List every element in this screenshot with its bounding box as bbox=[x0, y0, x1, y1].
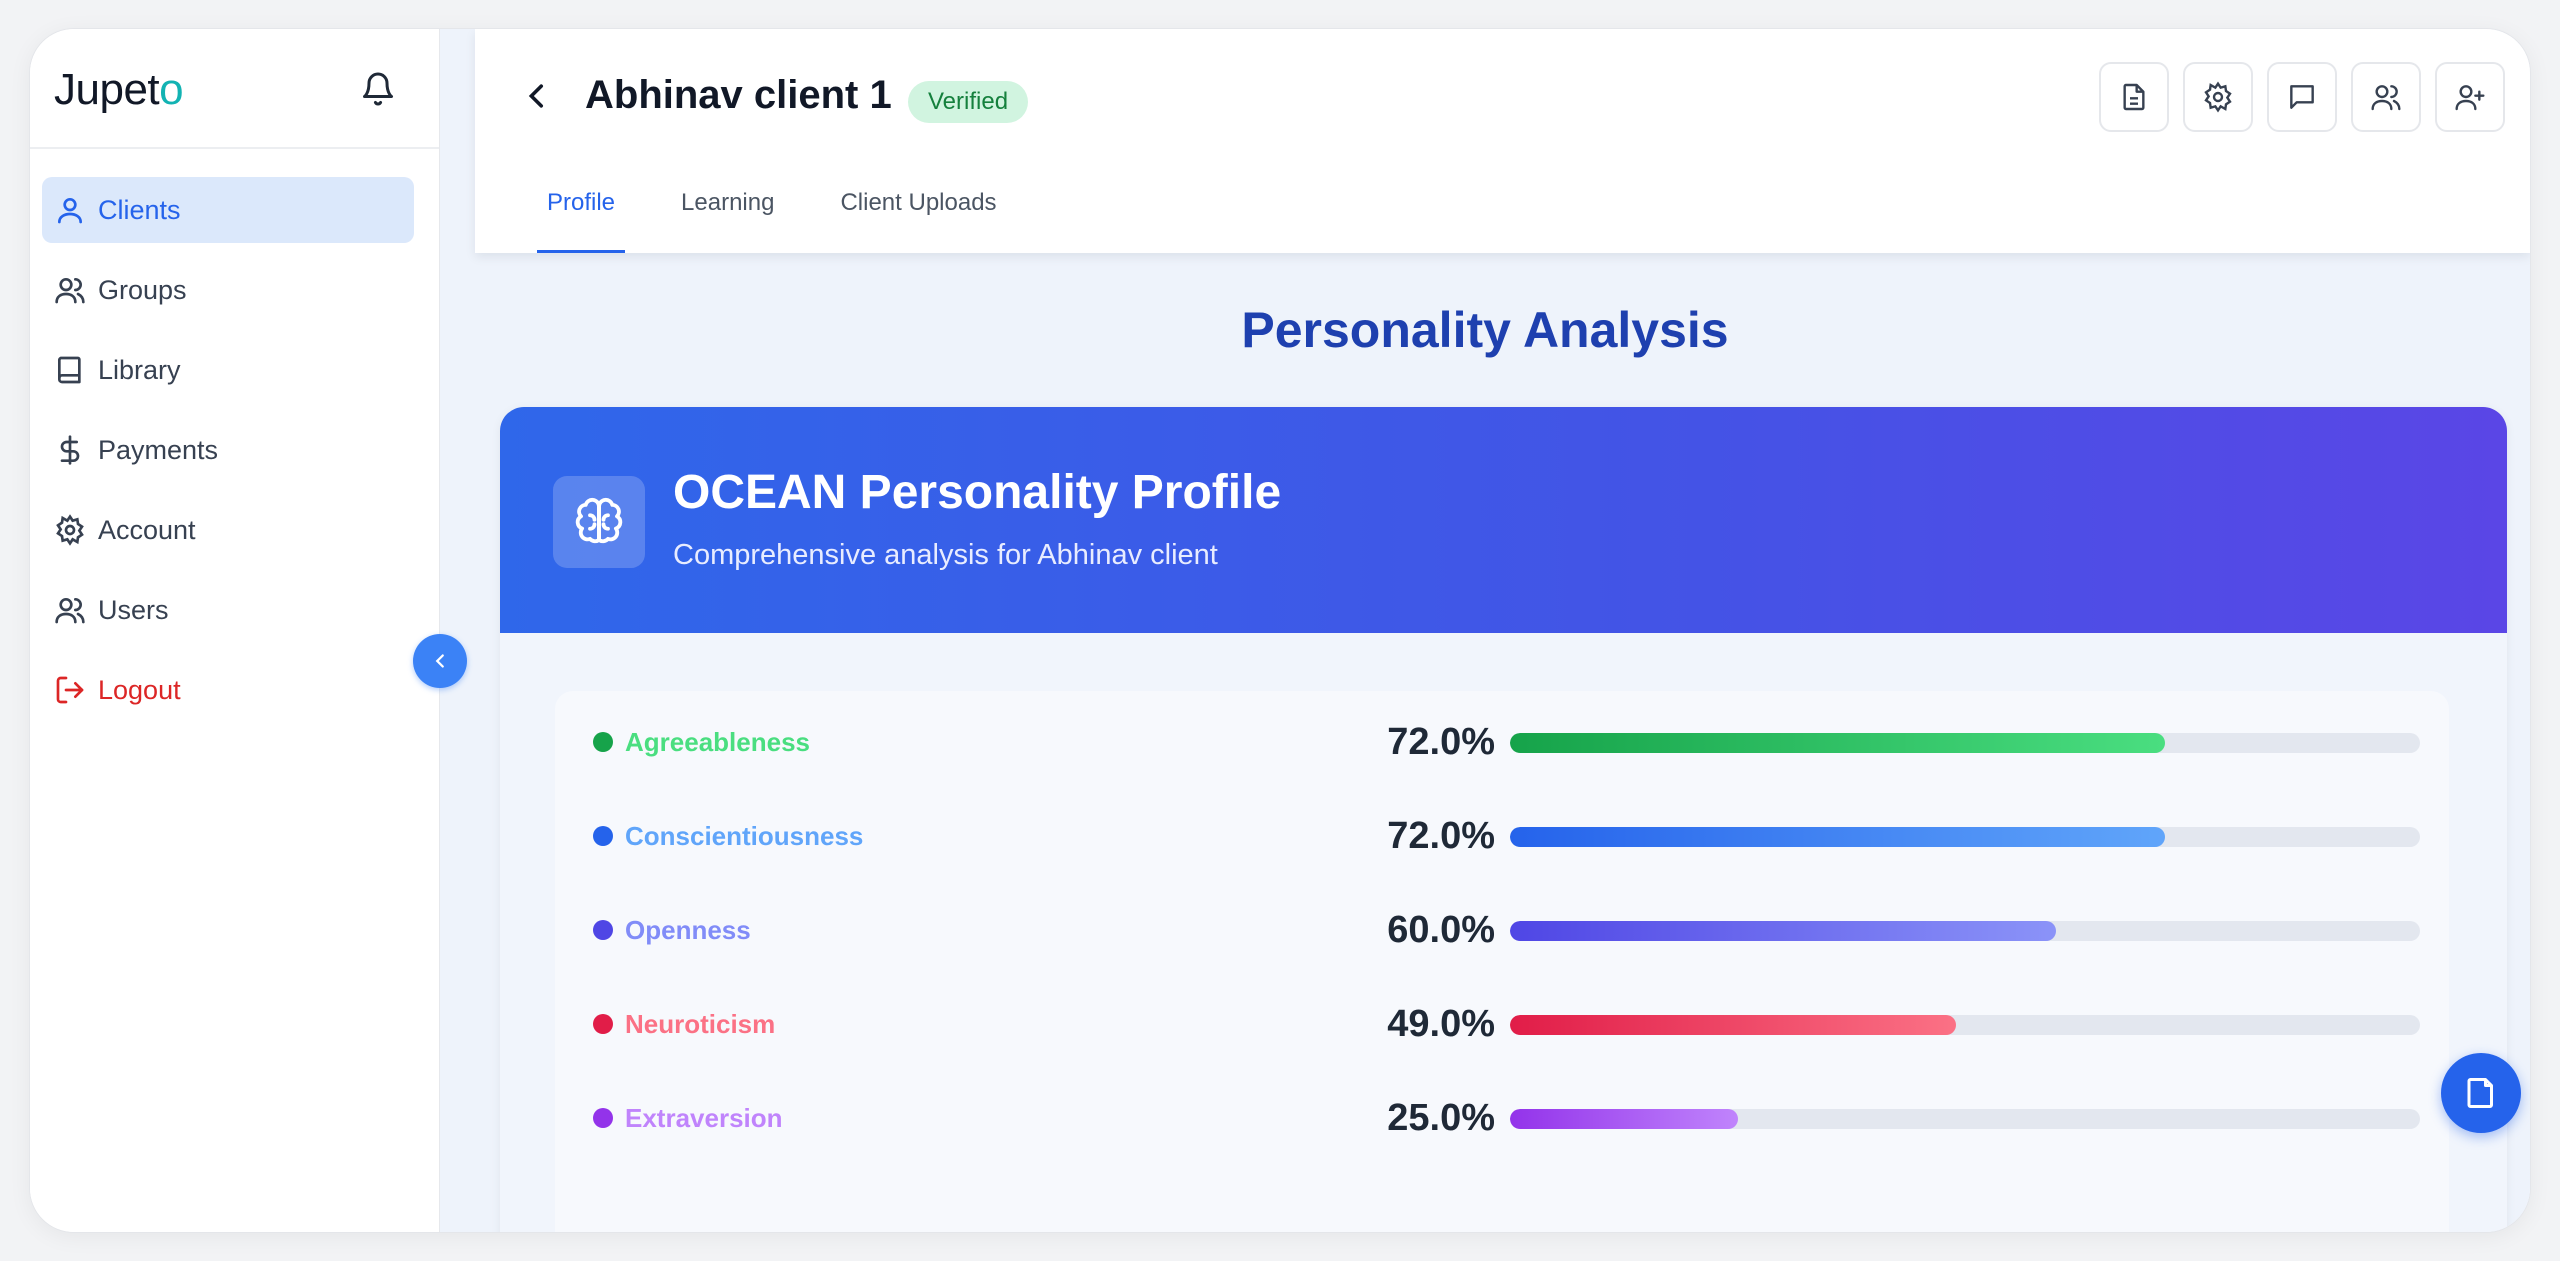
user-icon bbox=[58, 198, 82, 224]
trait-name: Agreeableness bbox=[625, 727, 810, 757]
trait-progress-fill bbox=[1510, 921, 2056, 941]
sidebar-item-logout[interactable]: Logout bbox=[42, 657, 414, 723]
trait-progress-fill bbox=[1510, 827, 2166, 847]
settings-button[interactable] bbox=[2183, 62, 2253, 132]
sidebar-item-label: Users bbox=[98, 594, 169, 625]
add-user-button[interactable] bbox=[2435, 62, 2505, 132]
trait-value: 49.0% bbox=[1387, 1003, 1495, 1045]
verified-badge: Verified bbox=[908, 81, 1029, 123]
client-name: Abhinav client 1 bbox=[585, 73, 892, 117]
tab-learning[interactable]: Learning bbox=[681, 189, 775, 216]
sidebar-item-label: Logout bbox=[98, 674, 181, 705]
back-arrow-icon[interactable] bbox=[520, 79, 554, 113]
trait-row: Extraversion 25.0% bbox=[555, 1087, 2449, 1147]
bell-icon[interactable] bbox=[360, 71, 396, 107]
card-subtitle: Comprehensive analysis for Abhinav clien… bbox=[673, 539, 1218, 571]
trait-dot bbox=[593, 732, 613, 752]
trait-dot bbox=[593, 826, 613, 846]
trait-row: Neuroticism 49.0% bbox=[555, 993, 2449, 1053]
logo[interactable]: Jupeto bbox=[54, 65, 184, 114]
sidebar-nav: Clients Groups Library Payments Account … bbox=[42, 177, 414, 737]
sidebar-item-label: Groups bbox=[98, 274, 187, 305]
sidebar-item-label: Clients bbox=[98, 194, 181, 225]
trait-value: 72.0% bbox=[1387, 721, 1495, 763]
trait-row: Conscientiousness 72.0% bbox=[555, 805, 2449, 865]
sidebar-item-users[interactable]: Users bbox=[42, 577, 414, 643]
trait-name: Conscientiousness bbox=[625, 821, 864, 851]
trait-name: Extraversion bbox=[625, 1103, 783, 1133]
sidebar-item-label: Library bbox=[98, 354, 181, 385]
card-header: OCEAN Personality Profile Comprehensive … bbox=[500, 407, 2507, 633]
trait-row: Agreeableness 72.0% bbox=[555, 711, 2449, 771]
tab-bar: Profile Learning Client Uploads bbox=[536, 189, 1058, 253]
sidebar-item-groups[interactable]: Groups bbox=[42, 257, 414, 323]
tab-profile[interactable]: Profile bbox=[536, 189, 626, 253]
section-title: Personality Analysis bbox=[1241, 302, 1729, 358]
trait-progress-track bbox=[1510, 1109, 2420, 1129]
trait-value: 72.0% bbox=[1387, 815, 1495, 857]
trait-dot bbox=[593, 1108, 613, 1128]
notes-fab-button[interactable] bbox=[2441, 1053, 2521, 1133]
trait-name: Openness bbox=[625, 915, 751, 945]
group-button[interactable] bbox=[2351, 62, 2421, 132]
trait-progress-fill bbox=[1510, 733, 2166, 753]
trait-progress-fill bbox=[1510, 1015, 1956, 1035]
sidebar-item-account[interactable]: Account bbox=[42, 497, 414, 563]
document-icon bbox=[2123, 83, 2145, 111]
user-plus-icon bbox=[2455, 85, 2485, 111]
note-icon bbox=[2467, 1078, 2493, 1108]
trait-list: Agreeableness 72.0% Conscientiousness 72.0%… bbox=[555, 691, 2449, 1232]
chat-icon bbox=[2290, 85, 2314, 109]
trait-progress-fill bbox=[1510, 1109, 1738, 1129]
users-icon bbox=[55, 278, 85, 304]
trait-progress-track bbox=[1510, 733, 2420, 753]
book-icon bbox=[57, 356, 81, 384]
trait-dot bbox=[593, 1014, 613, 1034]
trait-progress-track bbox=[1510, 1015, 2420, 1035]
trait-value: 25.0% bbox=[1387, 1097, 1495, 1139]
chat-button[interactable] bbox=[2267, 62, 2337, 132]
document-button[interactable] bbox=[2099, 62, 2169, 132]
sidebar-item-label: Payments bbox=[98, 434, 219, 465]
brain-icon bbox=[575, 497, 623, 544]
users-icon bbox=[55, 598, 85, 624]
brain-icon-box bbox=[553, 476, 645, 568]
gear-icon bbox=[56, 514, 84, 546]
trait-name: Neuroticism bbox=[625, 1009, 776, 1039]
trait-row: Openness 60.0% bbox=[555, 899, 2449, 959]
gear-icon bbox=[2204, 81, 2232, 113]
logout-icon bbox=[56, 676, 84, 704]
header-actions bbox=[2099, 62, 2505, 132]
sidebar-collapse-button[interactable] bbox=[413, 634, 467, 688]
users-icon bbox=[2371, 85, 2401, 111]
app-window: Jupeto Clients Groups Library Payments bbox=[30, 29, 2530, 1232]
main-content: Abhinav client 1 Verified bbox=[440, 29, 2530, 1232]
sidebar-item-payments[interactable]: Payments bbox=[42, 417, 414, 483]
chevron-left-icon bbox=[435, 654, 444, 668]
trait-progress-track bbox=[1510, 921, 2420, 941]
sidebar-item-clients[interactable]: Clients bbox=[42, 177, 414, 243]
trait-progress-track bbox=[1510, 827, 2420, 847]
dollar-icon bbox=[60, 435, 80, 465]
sidebar: Jupeto Clients Groups Library Payments bbox=[30, 29, 440, 1232]
sidebar-item-label: Account bbox=[98, 514, 196, 545]
trait-dot bbox=[593, 920, 613, 940]
client-header: Abhinav client 1 Verified bbox=[475, 29, 2530, 253]
sidebar-item-library[interactable]: Library bbox=[42, 337, 414, 403]
tab-client-uploads[interactable]: Client Uploads bbox=[840, 189, 997, 216]
personality-card: OCEAN Personality Profile Comprehensive … bbox=[500, 407, 2507, 1232]
trait-value: 60.0% bbox=[1387, 909, 1495, 951]
sidebar-header: Jupeto bbox=[30, 29, 439, 149]
card-title: OCEAN Personality Profile bbox=[673, 466, 1282, 519]
